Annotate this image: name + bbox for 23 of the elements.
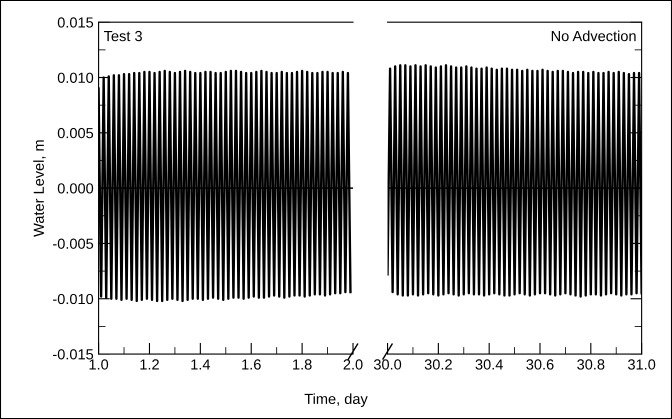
annotation: Test 3 (104, 30, 142, 42)
x-tick-label: 1.4 (191, 359, 210, 370)
x-tick-label: 1.6 (242, 359, 261, 370)
y-tick-label: -0.015 (53, 349, 94, 360)
x-tick-label: 1.8 (293, 359, 312, 370)
x-tick-label: 2.0 (344, 359, 363, 370)
x-axis-title: Time, day (304, 393, 368, 407)
y-tick-label: 0.010 (58, 72, 94, 83)
y-axis-title: Water Level, m (33, 140, 46, 237)
y-tick-label: 0.005 (58, 128, 94, 138)
y-tick-label: 0.000 (58, 183, 94, 194)
x-tick-label: 30.6 (526, 359, 554, 370)
x-tick-label: 1.0 (90, 359, 108, 370)
y-tick-label: -0.005 (53, 238, 94, 249)
x-tick-label: 30.0 (374, 359, 402, 370)
x-tick-label: 1.2 (140, 359, 159, 370)
x-tick-label: 30.4 (476, 359, 503, 370)
y-tick-label: 0.015 (58, 17, 94, 28)
x-tick-label: 30.8 (577, 359, 604, 370)
x-tick-label: 31.0 (628, 359, 656, 370)
annotation: No Advection (552, 30, 636, 42)
y-tick-label: -0.010 (53, 294, 94, 304)
x-tick-label: 30.2 (424, 359, 452, 370)
